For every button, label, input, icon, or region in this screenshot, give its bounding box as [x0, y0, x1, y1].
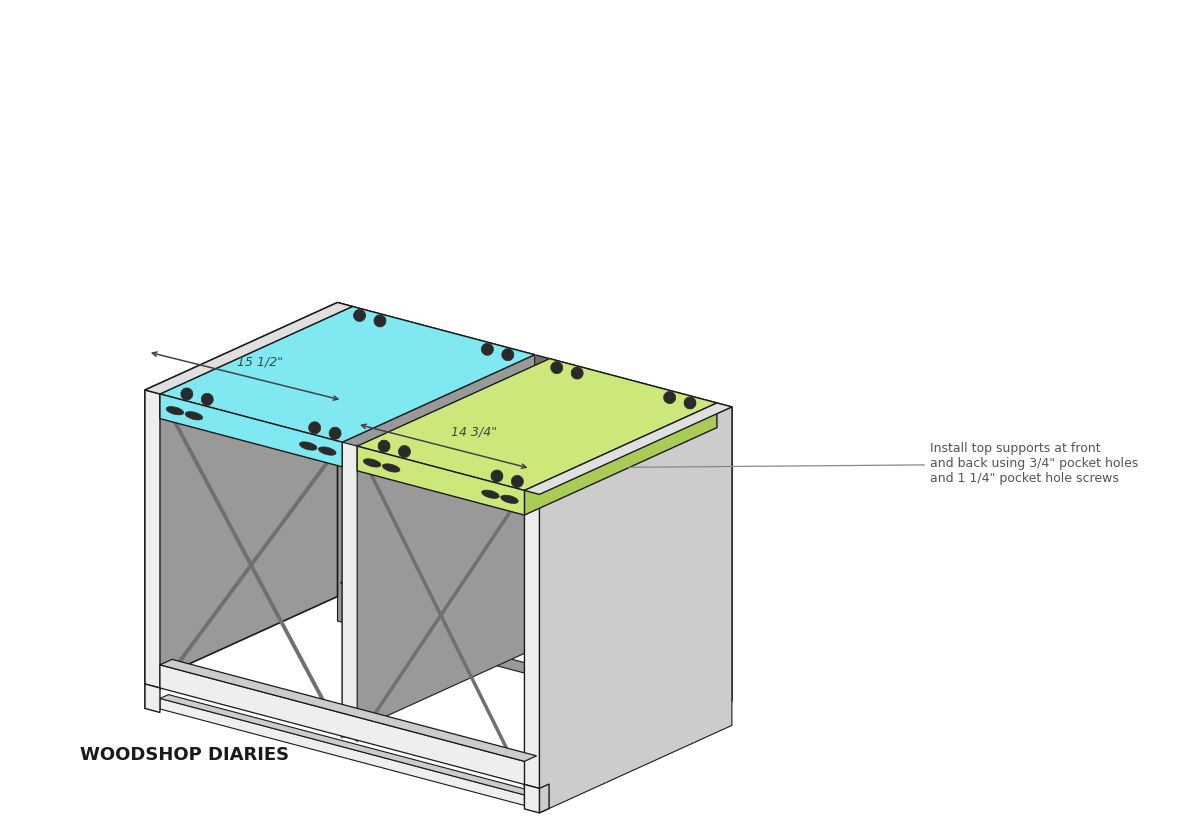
- Text: Install top supports at front
and back using 3/4" pocket holes
and 1 1/4" pocket: Install top supports at front and back u…: [629, 442, 1139, 486]
- Ellipse shape: [684, 397, 696, 409]
- Ellipse shape: [500, 495, 518, 504]
- Ellipse shape: [308, 422, 320, 434]
- Polygon shape: [540, 784, 550, 813]
- Polygon shape: [145, 684, 160, 713]
- Polygon shape: [344, 615, 708, 722]
- Polygon shape: [342, 355, 535, 736]
- Polygon shape: [145, 390, 160, 688]
- Ellipse shape: [181, 388, 193, 400]
- Ellipse shape: [374, 314, 386, 327]
- Ellipse shape: [551, 362, 563, 373]
- Ellipse shape: [481, 343, 493, 355]
- Ellipse shape: [511, 475, 523, 487]
- Ellipse shape: [364, 459, 380, 467]
- Ellipse shape: [398, 446, 410, 458]
- Text: WOODSHOP DIARIES: WOODSHOP DIARIES: [80, 746, 289, 764]
- Ellipse shape: [491, 470, 503, 482]
- Ellipse shape: [202, 393, 214, 405]
- Polygon shape: [524, 785, 540, 813]
- Polygon shape: [358, 359, 716, 491]
- Ellipse shape: [664, 391, 676, 404]
- Ellipse shape: [502, 349, 514, 360]
- Polygon shape: [358, 446, 524, 515]
- Polygon shape: [145, 680, 155, 708]
- Text: 15 1/2": 15 1/2": [238, 355, 283, 368]
- Polygon shape: [337, 302, 732, 701]
- Ellipse shape: [354, 310, 366, 322]
- Polygon shape: [160, 394, 342, 467]
- Polygon shape: [160, 306, 535, 442]
- Polygon shape: [145, 302, 337, 684]
- Polygon shape: [540, 407, 732, 813]
- Polygon shape: [160, 306, 353, 419]
- Text: 14 3/4": 14 3/4": [451, 425, 497, 438]
- Polygon shape: [160, 695, 533, 795]
- Ellipse shape: [378, 440, 390, 452]
- Polygon shape: [524, 403, 716, 515]
- Ellipse shape: [329, 428, 341, 439]
- Ellipse shape: [481, 490, 499, 499]
- Polygon shape: [160, 699, 524, 805]
- Polygon shape: [160, 665, 524, 785]
- Polygon shape: [540, 407, 732, 789]
- Polygon shape: [160, 659, 536, 762]
- Ellipse shape: [383, 464, 400, 472]
- Polygon shape: [145, 302, 353, 394]
- Ellipse shape: [318, 447, 336, 455]
- Polygon shape: [337, 302, 353, 625]
- Ellipse shape: [166, 406, 184, 415]
- Ellipse shape: [300, 442, 317, 450]
- Ellipse shape: [571, 367, 583, 379]
- Polygon shape: [524, 403, 732, 495]
- Polygon shape: [341, 577, 716, 679]
- Polygon shape: [524, 491, 540, 789]
- Ellipse shape: [185, 412, 203, 420]
- Polygon shape: [342, 442, 358, 740]
